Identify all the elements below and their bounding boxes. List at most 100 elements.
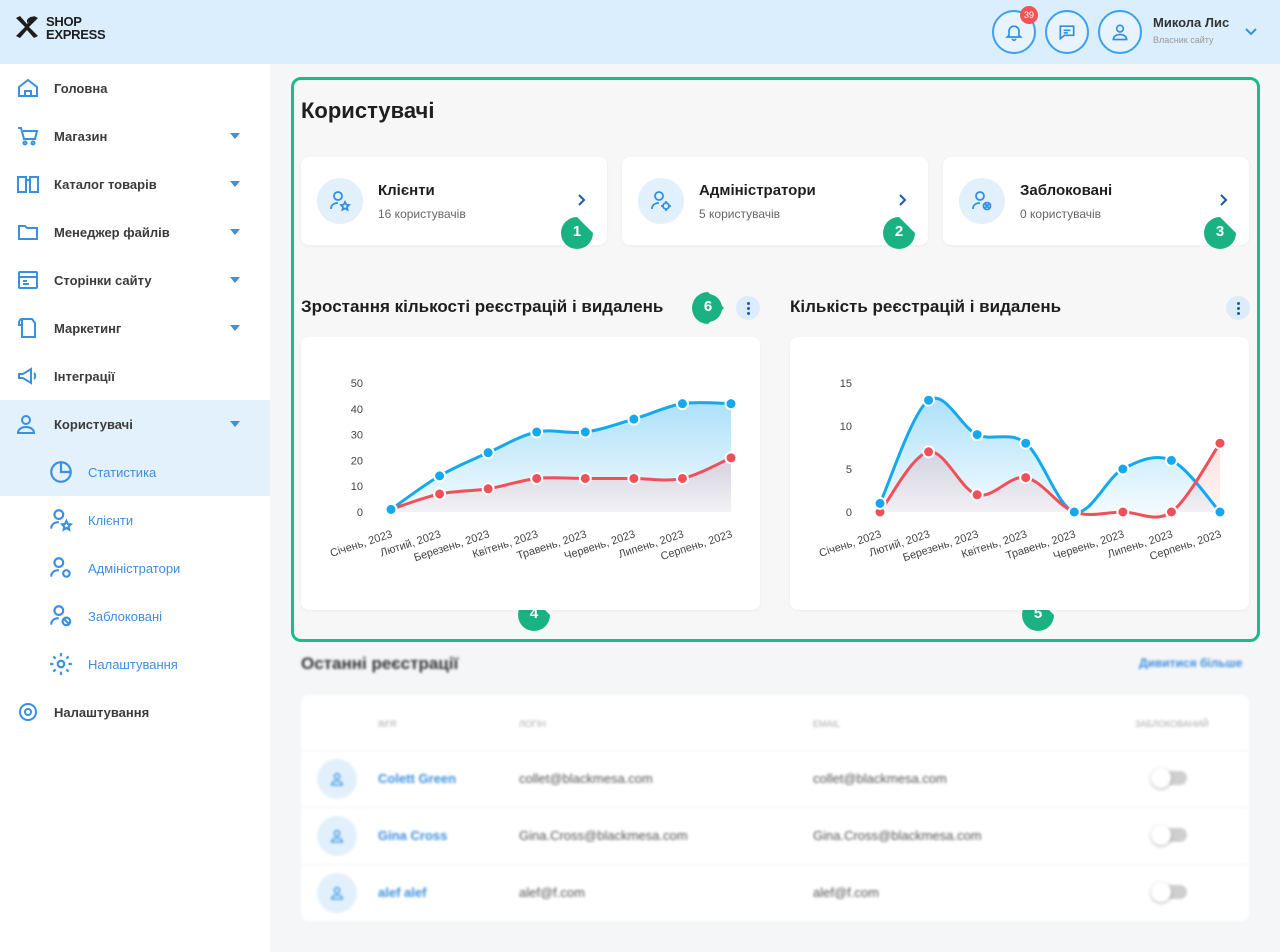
user-login: collet@blackmesa.com xyxy=(519,771,653,786)
data-point xyxy=(970,488,984,502)
y-tick-label: 10 xyxy=(840,421,852,433)
data-point xyxy=(1116,505,1130,519)
sidebar-subitem-statistics[interactable]: Статистика xyxy=(0,448,270,496)
series-area xyxy=(391,457,731,512)
data-point xyxy=(724,451,738,465)
folder-icon xyxy=(18,225,38,240)
sidebar: Головна Магазин Каталог товарів Менеджер… xyxy=(0,64,270,952)
data-point xyxy=(1019,471,1033,485)
card-clients[interactable]: Клієнти 16 користувачів xyxy=(301,157,607,245)
user-email: collet@blackmesa.com xyxy=(813,771,947,786)
sidebar-subitem-label: Адміністратори xyxy=(88,560,181,576)
data-point xyxy=(922,393,936,407)
user-login: Gina.Cross@blackmesa.com xyxy=(519,828,688,843)
blocked-toggle[interactable] xyxy=(1151,768,1187,788)
sidebar-item-site-pages[interactable]: Сторінки сайту xyxy=(0,256,270,304)
user-name-link[interactable]: Colett Green xyxy=(378,771,457,786)
user-icon xyxy=(330,887,344,900)
sidebar-item-settings[interactable]: Налаштування xyxy=(0,688,270,736)
data-point xyxy=(384,502,398,516)
see-more-link[interactable]: Дивитися більше xyxy=(1139,656,1243,670)
col-header-login: Логін xyxy=(519,719,546,729)
data-point xyxy=(627,412,641,426)
sidebar-subitem-user-settings[interactable]: Налаштування xyxy=(0,640,270,688)
user-icon xyxy=(330,830,344,843)
marker-number: 2 xyxy=(894,223,904,240)
data-point xyxy=(675,471,689,485)
marker-drop-icon xyxy=(1204,217,1236,249)
recent-title: Останні реєстрації xyxy=(301,654,459,673)
sidebar-item-file-manager[interactable]: Менеджер файлів xyxy=(0,208,270,256)
blocked-toggle[interactable] xyxy=(1151,882,1187,902)
dot-icon xyxy=(1236,306,1240,310)
data-point xyxy=(922,445,936,459)
card-blocked[interactable]: Заблоковані 0 користувачів xyxy=(943,157,1249,245)
chevron-right-icon[interactable] xyxy=(1219,193,1229,207)
card-icon xyxy=(638,178,684,224)
data-point xyxy=(481,482,495,496)
sidebar-item-integrations[interactable]: Інтеграції xyxy=(0,352,270,400)
sidebar-subitem-administrators[interactable]: Адміністратори xyxy=(0,544,270,592)
chart-menu-button[interactable] xyxy=(736,296,760,320)
sidebar-item-home[interactable]: Головна xyxy=(0,64,270,112)
data-point xyxy=(675,397,689,411)
chevron-right-icon[interactable] xyxy=(577,193,587,207)
gear-icon xyxy=(19,703,37,721)
chevron-right-icon[interactable] xyxy=(898,193,908,207)
recent-table: Ім'я Логін Email Заблокований Colett Gre… xyxy=(301,695,1249,921)
data-point xyxy=(724,397,738,411)
sidebar-subitem-label: Заблоковані xyxy=(88,608,163,624)
blocked-toggle[interactable] xyxy=(1151,825,1187,845)
megaphone-icon xyxy=(18,367,37,385)
callout-marker: 2 xyxy=(883,217,915,249)
sidebar-subitem-clients[interactable]: Клієнти xyxy=(0,496,270,544)
sidebar-item-marketing[interactable]: Маркетинг xyxy=(0,304,270,352)
data-point xyxy=(1116,462,1130,476)
sidebar-item-catalog[interactable]: Каталог товарів xyxy=(0,160,270,208)
chevron-down-icon[interactable] xyxy=(1244,24,1258,38)
card-count: 5 користувачів xyxy=(699,207,781,221)
messages-button[interactable] xyxy=(1045,10,1089,54)
chart-menu-button[interactable] xyxy=(1226,296,1250,320)
profile-button[interactable] xyxy=(1098,10,1142,54)
marker-drop-icon xyxy=(883,217,915,249)
table-row[interactable]: alef alef alef@f.com alef@f.com xyxy=(301,864,1249,920)
marker-number: 5 xyxy=(1033,605,1043,622)
user-name[interactable]: Микола Лис xyxy=(1153,15,1230,30)
sidebar-item-shop[interactable]: Магазин xyxy=(0,112,270,160)
user-icon xyxy=(1112,24,1128,41)
logo[interactable]: SHOP EXPRESS xyxy=(14,14,106,42)
y-tick-label: 40 xyxy=(351,404,363,416)
notification-badge: 39 xyxy=(1020,6,1038,24)
marker-number: 1 xyxy=(572,223,582,240)
sidebar-item-label: Магазин xyxy=(54,128,108,144)
sidebar-item-label: Налаштування xyxy=(54,704,150,720)
caret-down-icon xyxy=(230,325,240,331)
sidebar-subitem-label: Клієнти xyxy=(88,512,134,528)
y-tick-label: 0 xyxy=(846,507,852,519)
sidebar-item-label: Інтеграції xyxy=(54,368,115,384)
user-icon xyxy=(330,773,344,786)
dot-icon xyxy=(746,311,750,315)
user-login: alef@f.com xyxy=(519,885,585,900)
chart-pie-icon xyxy=(50,461,72,483)
data-point xyxy=(1164,453,1178,467)
sidebar-item-users[interactable]: Користувачі xyxy=(0,400,270,448)
y-tick-label: 20 xyxy=(351,455,363,467)
page-title: Користувачі xyxy=(301,98,435,123)
notifications-button[interactable]: 39 xyxy=(992,6,1038,54)
card-administrators[interactable]: Адміністратори 5 користувачів xyxy=(622,157,928,245)
table-row[interactable]: Colett Green collet@blackmesa.com collet… xyxy=(301,750,1249,806)
sidebar-item-label: Головна xyxy=(54,80,108,96)
user-name-link[interactable]: Gina Cross xyxy=(378,828,448,843)
data-point xyxy=(1019,436,1033,450)
table-row[interactable]: Gina Cross Gina.Cross@blackmesa.com Gina… xyxy=(301,807,1249,863)
user-name-link[interactable]: alef alef xyxy=(378,885,427,900)
card-count: 16 користувачів xyxy=(378,207,466,221)
sidebar-subitem-blocked[interactable]: Заблоковані xyxy=(0,592,270,640)
chart-title-counts: Кількість реєстрацій і видалень xyxy=(790,297,1062,316)
card-icon xyxy=(317,178,363,224)
series-area xyxy=(880,443,1220,518)
home-icon xyxy=(18,78,38,97)
